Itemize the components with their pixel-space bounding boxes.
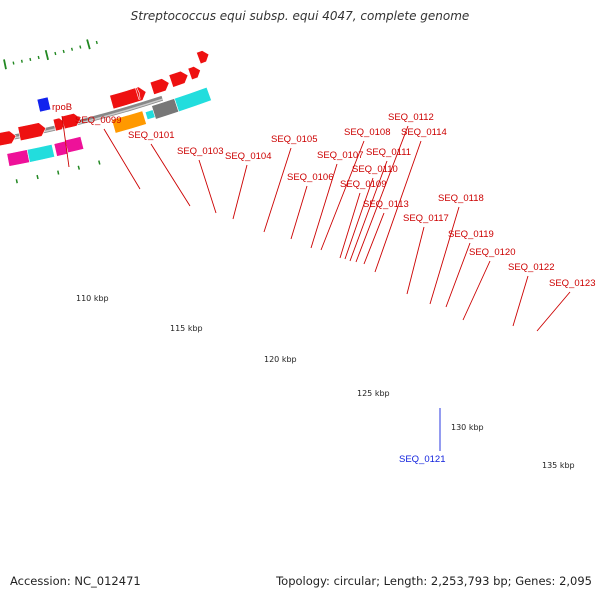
gene-label: SEQ_0105 — [271, 134, 317, 145]
label-leader-line — [374, 140, 422, 273]
feature-block — [6, 149, 31, 167]
gene-label: SEQ_0117 — [403, 213, 449, 224]
feature-blocks — [0, 50, 212, 167]
label-leader-line — [355, 125, 409, 263]
scale-tick — [86, 39, 91, 50]
label-leader-line — [344, 177, 374, 260]
label-leader-line — [429, 206, 460, 305]
scale-label: 130 kbp — [451, 423, 484, 432]
scale-label: 115 kbp — [170, 324, 203, 333]
feature-block — [168, 70, 189, 88]
scale-tick — [29, 57, 32, 62]
feature-block — [36, 96, 52, 113]
label-leader-line — [232, 164, 248, 220]
feature-block — [64, 136, 85, 154]
label-leader-line — [445, 242, 471, 308]
outer-tick — [15, 179, 18, 184]
scale-label: 110 kbp — [76, 294, 109, 303]
gene-label: SEQ_0112 — [388, 112, 434, 123]
gene-label: SEQ_0118 — [438, 193, 484, 204]
scale-tick — [20, 59, 23, 63]
feature-block — [187, 66, 201, 81]
scale-label: 120 kbp — [264, 355, 297, 364]
gene-label: SEQ_0113 — [363, 199, 409, 210]
gene-label: SEQ_0110 — [352, 164, 398, 175]
scale-tick — [54, 51, 57, 56]
label-leader-line — [103, 128, 141, 190]
label-leader-line — [310, 163, 338, 249]
outer-tick — [98, 160, 101, 165]
label-leader-line — [320, 140, 365, 251]
gene-label: SEQ_0099 — [75, 115, 121, 126]
gene-label: SEQ_0114 — [401, 127, 447, 138]
scale-tick — [95, 40, 98, 45]
outer-tick — [57, 170, 60, 175]
label-leader-line — [349, 160, 388, 262]
label-leader-line — [263, 147, 292, 233]
gene-label: SEQ_0101 — [128, 130, 174, 141]
feature-block — [174, 86, 212, 113]
gene-label: SEQ_0121 — [399, 454, 445, 465]
feature-block — [17, 122, 47, 142]
feature-block — [111, 110, 147, 134]
gene-label: SEQ_0123 — [549, 278, 595, 289]
label-leader-line — [198, 159, 217, 214]
label-leader-line — [512, 275, 529, 327]
scale-label: 135 kbp — [542, 461, 575, 470]
feature-block — [26, 143, 56, 163]
label-leader-line — [406, 226, 425, 295]
feature-block — [149, 78, 170, 95]
scale-tick — [3, 59, 7, 70]
gene-label: SEQ_0109 — [340, 179, 386, 190]
label-leader-line — [462, 260, 491, 321]
gene-label: SEQ_0108 — [344, 127, 390, 138]
backbone-line — [0, 95, 164, 143]
gene-label: SEQ_0107 — [317, 150, 363, 161]
scale-tick — [62, 49, 65, 54]
label-leader-line — [61, 115, 70, 168]
gene-label: SEQ_0111 — [366, 147, 411, 158]
feature-block — [53, 140, 69, 157]
scale-tick — [37, 55, 40, 60]
label-leader-line — [363, 212, 385, 265]
label-leader-line — [339, 192, 361, 259]
feature-block — [0, 130, 17, 147]
scale-label: 125 kbp — [357, 389, 390, 398]
gene-label: SEQ_0120 — [469, 247, 515, 258]
gene-label: rpoB — [52, 102, 72, 113]
scale-tick — [70, 47, 74, 51]
feature-block — [61, 112, 82, 130]
feature-block — [196, 50, 210, 65]
gene-label: SEQ_0119 — [448, 229, 494, 240]
gene-label: SEQ_0104 — [225, 151, 271, 162]
gene-label: SEQ_0106 — [287, 172, 333, 183]
label-leader-line — [536, 291, 571, 332]
scale-tick — [12, 61, 15, 65]
gene-label: SEQ_0122 — [508, 262, 554, 273]
scale-labels: 110 kbp 115 kbp 120 kbp 125 kbp 130 kbp 135 k… — [76, 294, 575, 470]
label-leader-line — [290, 185, 308, 240]
accession-text: Accession: NC_012471 — [10, 574, 141, 588]
outer-tick — [36, 174, 39, 180]
genome-title: Streptococcus equi subsp. equi 4047, com… — [130, 9, 470, 23]
summary-text: Topology: circular; Length: 2,253,793 bp… — [276, 574, 592, 588]
gene-label: SEQ_0103 — [177, 146, 223, 157]
outer-tick — [77, 165, 81, 170]
backbone-highlight — [0, 98, 163, 142]
feature-block — [135, 87, 141, 100]
backbone — [0, 95, 164, 143]
label-leaders — [61, 115, 571, 451]
label-leader-line — [150, 143, 191, 207]
scale-tick — [44, 49, 49, 61]
minor-ticks — [3, 39, 101, 184]
scale-tick — [79, 45, 82, 49]
